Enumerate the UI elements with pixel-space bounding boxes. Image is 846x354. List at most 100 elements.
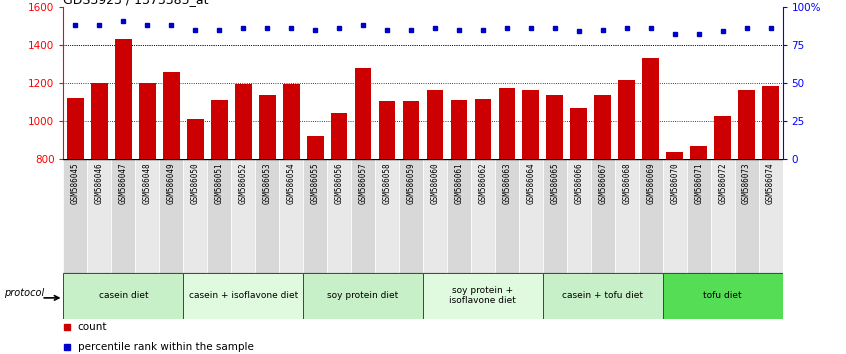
Text: GSM586059: GSM586059 (407, 163, 415, 204)
Text: GSM586051: GSM586051 (215, 163, 223, 204)
Text: GSM586060: GSM586060 (431, 163, 439, 204)
Text: GSM586057: GSM586057 (359, 163, 367, 204)
Text: GSM586062: GSM586062 (479, 163, 487, 204)
Text: GDS3923 / 1373385_at: GDS3923 / 1373385_at (63, 0, 209, 6)
Text: GSM586069: GSM586069 (646, 163, 655, 204)
Bar (184, 159, 207, 273)
Bar (762, 86, 779, 312)
Bar (354, 68, 371, 312)
Bar (426, 90, 443, 312)
Text: count: count (78, 322, 107, 332)
Bar (235, 84, 251, 312)
Bar (139, 83, 156, 312)
Bar (711, 159, 734, 273)
Text: GSM586063: GSM586063 (503, 163, 511, 204)
Bar (447, 159, 471, 273)
Text: soy protein +
isoflavone diet: soy protein + isoflavone diet (449, 286, 516, 305)
Bar (279, 159, 303, 273)
Text: GSM586045: GSM586045 (71, 163, 80, 204)
Bar (403, 101, 420, 312)
Bar (63, 159, 87, 273)
Text: percentile rank within the sample: percentile rank within the sample (78, 342, 254, 352)
Bar (231, 159, 255, 273)
Text: GSM586071: GSM586071 (695, 163, 703, 204)
Text: soy protein diet: soy protein diet (327, 291, 398, 300)
Text: GSM586074: GSM586074 (766, 163, 775, 204)
Bar (567, 159, 591, 273)
Text: GSM586064: GSM586064 (526, 163, 536, 204)
Bar (259, 95, 276, 312)
Bar (690, 146, 707, 312)
Bar (471, 159, 495, 273)
Bar (307, 136, 323, 312)
Bar (163, 72, 179, 312)
Text: GSM586048: GSM586048 (143, 163, 151, 204)
Bar (451, 100, 467, 312)
Bar (327, 159, 351, 273)
Bar (639, 159, 662, 273)
Bar (303, 159, 327, 273)
Bar (423, 273, 543, 319)
Bar (115, 39, 132, 312)
Bar (255, 159, 279, 273)
Text: protocol: protocol (4, 288, 45, 298)
Text: GSM586061: GSM586061 (454, 163, 464, 204)
Text: GSM586052: GSM586052 (239, 163, 248, 204)
Text: GSM586053: GSM586053 (263, 163, 272, 204)
Bar (423, 159, 447, 273)
Text: GSM586072: GSM586072 (718, 163, 727, 204)
Bar (543, 159, 567, 273)
Bar (379, 101, 395, 312)
Bar (63, 273, 184, 319)
Text: GSM586068: GSM586068 (623, 163, 631, 204)
Bar (570, 108, 587, 312)
Bar (595, 95, 611, 312)
Bar (159, 159, 184, 273)
Bar (759, 159, 783, 273)
Bar (187, 119, 204, 312)
Bar (495, 159, 519, 273)
Bar (739, 90, 755, 312)
Bar (303, 273, 423, 319)
Bar (734, 159, 759, 273)
Bar (543, 273, 662, 319)
Bar (184, 273, 303, 319)
Text: GSM586054: GSM586054 (287, 163, 295, 204)
Text: GSM586049: GSM586049 (167, 163, 176, 204)
Bar (375, 159, 399, 273)
Bar (662, 159, 687, 273)
Bar (475, 99, 492, 312)
Bar (547, 95, 563, 312)
Text: GSM586070: GSM586070 (670, 163, 679, 204)
Bar (351, 159, 375, 273)
Text: GSM586056: GSM586056 (335, 163, 343, 204)
Bar (112, 159, 135, 273)
Text: casein + isoflavone diet: casein + isoflavone diet (189, 291, 298, 300)
Bar (211, 100, 228, 312)
Bar (667, 152, 683, 312)
Text: GSM586073: GSM586073 (742, 163, 751, 204)
Text: tofu diet: tofu diet (703, 291, 742, 300)
Bar (331, 113, 348, 312)
Text: casein diet: casein diet (99, 291, 148, 300)
Text: GSM586050: GSM586050 (191, 163, 200, 204)
Bar (662, 273, 783, 319)
Bar (642, 58, 659, 312)
Bar (714, 115, 731, 312)
Text: GSM586046: GSM586046 (95, 163, 104, 204)
Bar (67, 98, 84, 312)
Bar (591, 159, 615, 273)
Text: GSM586067: GSM586067 (598, 163, 607, 204)
Text: casein + tofu diet: casein + tofu diet (563, 291, 643, 300)
Text: GSM586047: GSM586047 (119, 163, 128, 204)
Bar (618, 80, 635, 312)
Bar (519, 159, 543, 273)
Bar (91, 83, 107, 312)
Bar (498, 88, 515, 312)
Text: GSM586055: GSM586055 (310, 163, 320, 204)
Text: GSM586065: GSM586065 (551, 163, 559, 204)
Bar (615, 159, 639, 273)
Text: GSM586058: GSM586058 (382, 163, 392, 204)
Bar (283, 84, 299, 312)
Bar (87, 159, 112, 273)
